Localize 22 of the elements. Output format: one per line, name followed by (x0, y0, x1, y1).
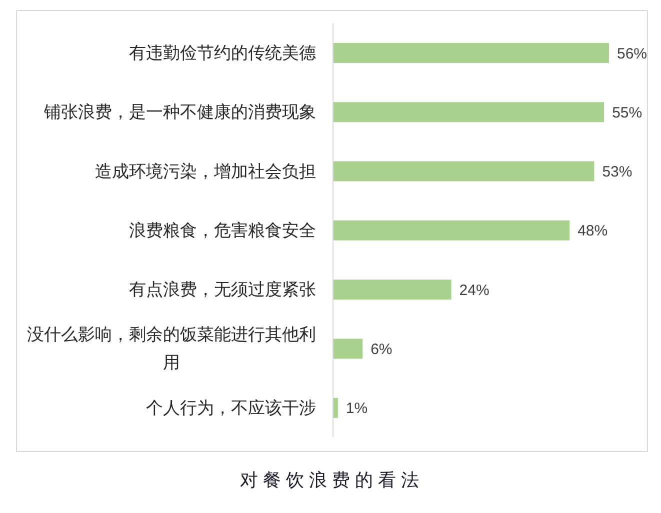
data-label: 53% (602, 164, 632, 181)
bar (333, 220, 570, 240)
data-label: 55% (612, 104, 642, 122)
data-label: 48% (578, 222, 608, 240)
bar (333, 102, 604, 122)
y-tick-label: 造成环境污染，增加社会负担 (95, 162, 316, 181)
data-label: 24% (459, 282, 490, 299)
y-tick-label: 没什么影响，剩余的饭菜能进行其他利用 (27, 325, 316, 372)
y-tick-label: 铺张浪费，是一种不健康的消费现象 (43, 102, 316, 122)
text: 对餐饮浪费的看法 (239, 469, 425, 492)
y-tick-label: 有点浪费，无须过度紧张 (129, 280, 316, 300)
bar (333, 398, 338, 418)
data-label: 1% (346, 400, 368, 418)
data-label: 56% (617, 45, 648, 62)
data-label: 6% (370, 340, 392, 358)
y-tick-label: 个人行为，不应该干涉 (146, 398, 316, 418)
bar (333, 280, 452, 300)
bar (333, 43, 609, 63)
y-tick-label: 浪费粮食，危害粮食安全 (129, 220, 316, 240)
bar (333, 338, 363, 359)
bar (333, 161, 594, 182)
y-tick-label: 有违勤俭节约的传统美德 (129, 44, 316, 63)
